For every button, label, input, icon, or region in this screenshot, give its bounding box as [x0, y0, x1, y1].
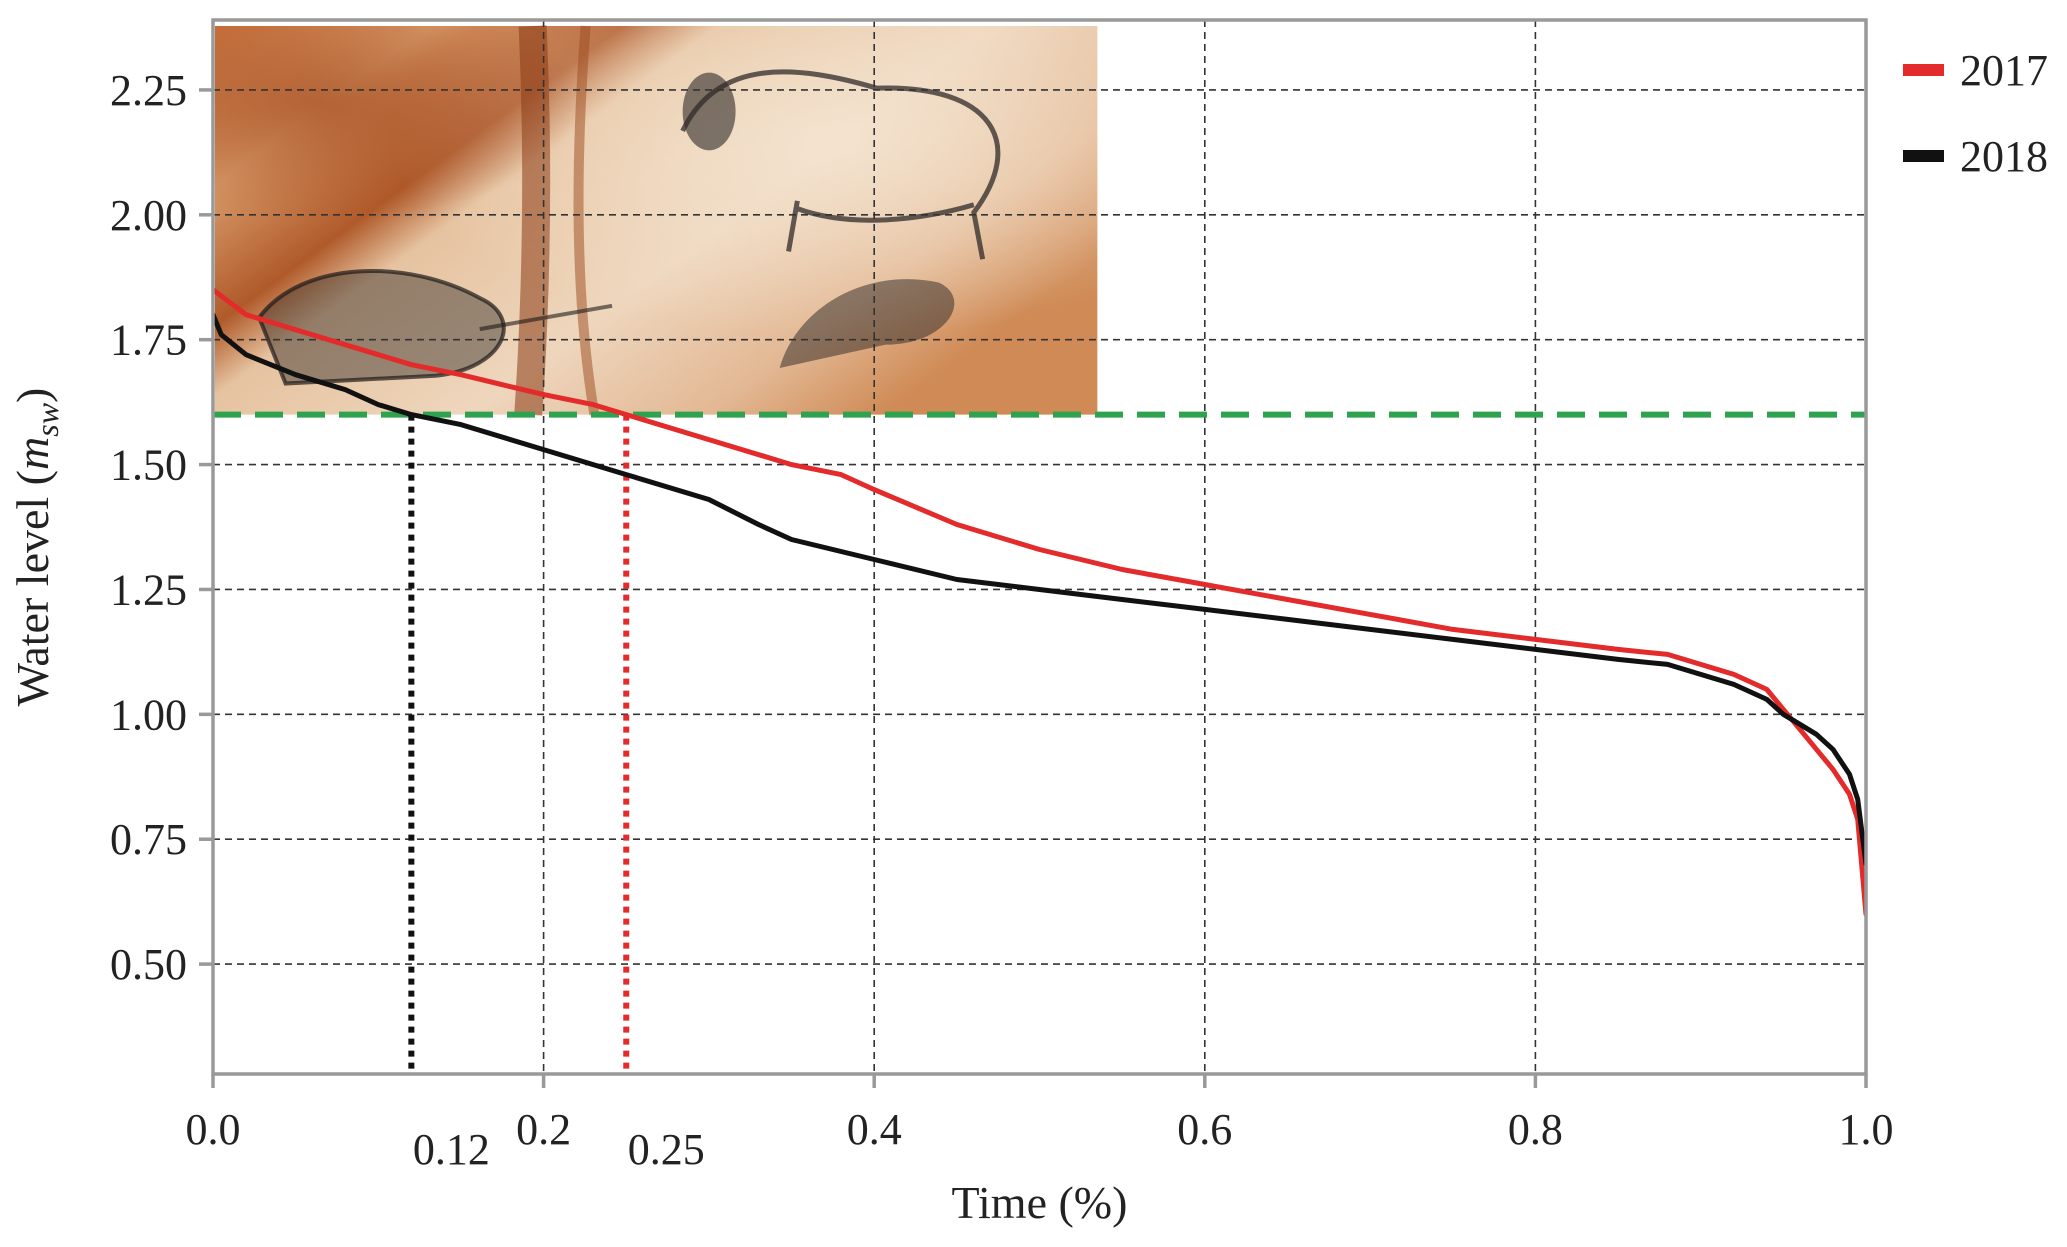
- x-tick-label: 0.2: [516, 1105, 571, 1154]
- rock-fold: [514, 25, 551, 416]
- legend-label-2018: 2018: [1960, 132, 2048, 181]
- legend-label-2017: 2017: [1960, 46, 2048, 95]
- y-tick-label: 1.25: [110, 565, 187, 614]
- y-tick-label: 1.00: [110, 690, 187, 739]
- horse-head-lower: [779, 279, 955, 368]
- y-tick-label: 0.75: [110, 815, 187, 864]
- y-tick-label: 0.50: [110, 940, 187, 989]
- marker-label: 0.25: [628, 1125, 705, 1174]
- series-line-2018: [213, 312, 1866, 867]
- x-tick-label: 0.4: [847, 1105, 902, 1154]
- y-axis-title-sub: sw: [29, 402, 65, 436]
- y-axis-title-main: Water level (: [7, 470, 58, 706]
- series-lines: [213, 287, 1866, 917]
- y-tick-label: 2.25: [110, 66, 187, 115]
- y-tick-label: 2.00: [110, 191, 187, 240]
- axis-frame: [211, 18, 1868, 1076]
- bison-tail: [479, 303, 613, 332]
- y-axis-ticks: 0.50 0.75 1.00 1.25 1.50 1.75 2.00 2.25: [110, 66, 213, 989]
- marker-lines: [408, 414, 630, 1074]
- marker-label: 0.12: [413, 1125, 490, 1174]
- x-tick-label: 0.6: [1177, 1105, 1232, 1154]
- y-tick-label: 1.50: [110, 441, 187, 490]
- x-tick-label: 0.8: [1508, 1105, 1563, 1154]
- y-axis-title: Water level (msw): [7, 388, 65, 707]
- y-axis-title-close: ): [7, 388, 58, 403]
- marker-labels: 0.12 0.25: [413, 1125, 705, 1174]
- bison-drawing: [256, 269, 506, 386]
- animal-drawings: [256, 25, 1001, 416]
- x-tick-label: 0.0: [186, 1105, 241, 1154]
- legend: 2017 2018: [1903, 46, 2048, 181]
- y-tick-label: 1.75: [110, 316, 187, 365]
- x-axis-title: Time (%): [952, 1177, 1128, 1228]
- cave-painting-inset: [215, 25, 1098, 416]
- y-axis-title-var: m: [7, 437, 58, 470]
- horse-head: [682, 72, 736, 151]
- grid: [213, 20, 1866, 1074]
- x-tick-label: 1.0: [1839, 1105, 1894, 1154]
- x-axis-ticks: 0.0 0.2 0.4 0.6 0.8 1.0: [186, 1074, 1894, 1154]
- rock-crack: [573, 25, 600, 416]
